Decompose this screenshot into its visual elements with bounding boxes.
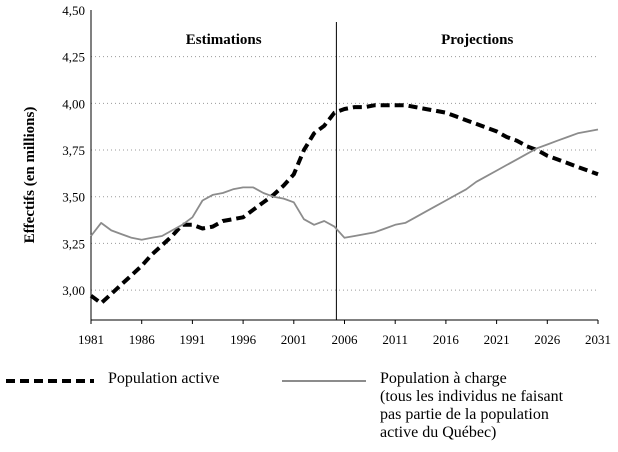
legend-item-population-a-charge: Population à charge (tous les individus …: [282, 370, 563, 442]
section-label-projections: Projections: [441, 32, 513, 48]
x-tick-label: 1996: [230, 332, 257, 347]
legend: Population active Population à charge (t…: [0, 366, 618, 452]
legend-item-population-active: Population active: [6, 370, 220, 388]
legend-label-population-a-charge: Population à charge (tous les individus …: [380, 370, 564, 441]
gridlines: [91, 56, 598, 291]
y-axis-ticks: 3,00 3,25 3,50 3,75 4,00 4,25 4,50: [62, 3, 85, 298]
series-line-population-a-charge: [90, 128, 599, 241]
y-axis-label: Effectifs (en millions): [22, 107, 38, 244]
y-tick-label: 3,25: [62, 236, 85, 251]
x-tick-label: 2021: [484, 332, 510, 347]
x-tick-label: 2031: [585, 332, 611, 347]
x-tick-label: 2011: [382, 332, 408, 347]
y-tick-label: 3,50: [62, 190, 85, 205]
y-tick-label: 3,75: [62, 143, 85, 158]
x-axis-ticks: 1981 1986 1991 1996 2001 2006 2011 2016 2021 2026…: [78, 320, 611, 347]
series-line-population-active: [89, 103, 599, 306]
x-tick-label: 2026: [534, 332, 561, 347]
line-chart: 3,00 3,25 3,50 3,75 4,00 4,25 4,50 1981 1986 199…: [22, 3, 611, 347]
legend-label-population-active: Population active: [108, 370, 220, 387]
x-tick-label: 2016: [433, 332, 460, 347]
x-tick-label: 2006: [332, 332, 359, 347]
y-tick-label: 4,00: [62, 96, 85, 111]
axes: [90, 10, 598, 321]
legend-swatch-dashed: [6, 379, 94, 383]
section-label-estimations: Estimations: [186, 32, 262, 48]
x-tick-label: 1986: [129, 332, 156, 347]
y-tick-label: 4,25: [62, 50, 85, 65]
y-tick-label: 4,50: [62, 3, 85, 18]
y-tick-label: 3,00: [62, 283, 85, 298]
x-tick-label: 1991: [179, 332, 205, 347]
legend-swatch-solid: [282, 380, 366, 382]
x-tick-label: 1981: [78, 332, 104, 347]
series-lines: [89, 103, 599, 306]
x-tick-label: 2001: [281, 332, 307, 347]
